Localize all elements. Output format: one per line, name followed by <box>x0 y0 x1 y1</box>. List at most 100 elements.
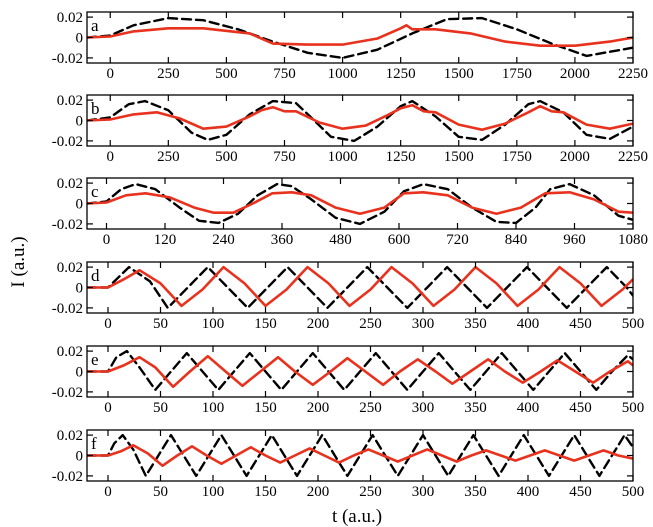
panel-d-x-tick-label: 200 <box>307 316 330 332</box>
panel-d-y-tick-label: 0 <box>76 281 84 297</box>
panel-c-x-tick-label: 0 <box>103 232 111 248</box>
panel-e-series-solid-line <box>87 354 633 389</box>
panel-d-x-tick-label: 50 <box>153 316 168 332</box>
panel-f-x-tick-label: 250 <box>359 484 382 500</box>
panel-e-x-tick-label: 50 <box>153 400 168 416</box>
panel-a-x-tick-label: 750 <box>273 66 296 82</box>
x-axis-label: t (a.u.) <box>332 506 382 527</box>
panel-d-x-tick-label: 100 <box>202 316 225 332</box>
panel-d-frame <box>86 261 634 314</box>
panel-b: 0 250 500 750 1000 1250 1500 1750 2000 2250 0.02 0 -… <box>52 93 648 165</box>
panel-a-series-solid-line <box>87 24 633 47</box>
panel-f-x-tick-label: 400 <box>517 484 540 500</box>
panel-c-x-tick-label: 240 <box>212 232 235 248</box>
panel-c-x-tick-label: 120 <box>154 232 177 248</box>
panel-e-x-tick-label: 200 <box>307 400 330 416</box>
panel-a-frame <box>86 11 634 64</box>
panel-c-x-tick-label: 720 <box>446 232 469 248</box>
panel-d-x-tick-label: 250 <box>359 316 382 332</box>
panel-c-letter: c <box>91 182 99 201</box>
panel-d-x-tick-label: 150 <box>254 316 277 332</box>
panel-f-x-tick-label: 50 <box>153 484 168 500</box>
panel-b-x-tick-label: 1750 <box>502 149 532 165</box>
panel-c: 0 120 240 360 480 600 720 840 960 1080 0.02 0 -0.02 c <box>52 176 648 248</box>
panel-e-letter: e <box>91 350 99 369</box>
panel-c-frame <box>86 177 634 230</box>
panel-a-x-tick-label: 0 <box>106 66 114 82</box>
panel-b-series-solid-line <box>87 103 633 131</box>
panel-c-x-tick-label: 600 <box>388 232 411 248</box>
panel-c-series-solid-line <box>87 191 633 215</box>
panel-b-x-tick-label: 1250 <box>386 149 416 165</box>
panel-b-series-dashed-line <box>87 99 633 143</box>
panel-a-x-tick-label: 1500 <box>444 66 474 82</box>
panel-d-y-tick-label: 0.02 <box>57 260 83 276</box>
panel-e-x-tick-label: 100 <box>202 400 225 416</box>
panel-f-x-tick-label: 300 <box>412 484 435 500</box>
panel-a-x-tick-label: 500 <box>215 66 238 82</box>
panel-b-x-tick-label: 1000 <box>328 149 358 165</box>
panel-f-x-tick-label: 0 <box>104 484 112 500</box>
panel-d-x-tick-label: 350 <box>464 316 487 332</box>
panel-e-x-tick-label: 400 <box>517 400 540 416</box>
panel-f-series-dashed-line <box>87 433 633 478</box>
panel-b-x-tick-label: 500 <box>215 149 238 165</box>
panel-d-y-tick-label: -0.02 <box>52 301 83 317</box>
panel-d-x-tick-label: 450 <box>569 316 592 332</box>
panel-b-x-tick-label: 2000 <box>560 149 590 165</box>
panel-b-y-tick-label: -0.02 <box>52 134 83 150</box>
panel-f-letter: f <box>91 434 97 453</box>
panel-f-y-tick-label: 0 <box>76 449 84 465</box>
panel-e-x-tick-label: 0 <box>104 400 112 416</box>
panel-e-y-tick-label: 0.02 <box>57 344 83 360</box>
panel-e-series-dashed-line <box>87 349 633 392</box>
panel-e-y-tick-label: 0 <box>76 365 84 381</box>
panel-b-y-tick-label: 0 <box>76 114 84 130</box>
panel-c-x-tick-label: 960 <box>563 232 586 248</box>
panel-e-x-tick-label: 300 <box>412 400 435 416</box>
panel-e-x-tick-label: 350 <box>464 400 487 416</box>
panel-b-x-tick-label: 250 <box>157 149 180 165</box>
panel-e-y-tick-label: -0.02 <box>52 385 83 401</box>
panel-f-y-tick-label: 0.02 <box>57 428 83 444</box>
panel-e: 0 50 100 150 200 250 300 350 400 450 500 0.02 0 -0.02… <box>52 344 645 416</box>
panel-b-x-tick-label: 750 <box>273 149 296 165</box>
panel-f-x-tick-label: 350 <box>464 484 487 500</box>
panel-c-y-tick-label: 0.02 <box>57 176 83 192</box>
panel-f-y-tick-label: -0.02 <box>52 469 83 485</box>
panel-b-x-tick-label: 2250 <box>618 149 648 165</box>
panel-f: 0 50 100 150 200 250 300 350 400 450 500 0.02 0 -0.02… <box>52 428 645 500</box>
panel-f-x-tick-label: 200 <box>307 484 330 500</box>
panel-d-letter: d <box>91 266 100 285</box>
panel-d-x-tick-label: 0 <box>104 316 112 332</box>
panel-c-x-tick-label: 480 <box>329 232 352 248</box>
panel-b-x-tick-label: 1500 <box>444 149 474 165</box>
panels: 0 250 500 750 1000 1250 1500 1750 2000 22500.020-… <box>52 10 648 500</box>
panel-f-series-solid-line <box>87 444 633 467</box>
panel-e-x-tick-label: 500 <box>622 400 645 416</box>
panel-a-y-tick-label: 0 <box>76 31 84 47</box>
panel-a-x-tick-label: 1250 <box>386 66 416 82</box>
panel-a-y-tick-label: 0.02 <box>57 10 83 26</box>
panel-a-y-tick-label: -0.02 <box>52 51 83 67</box>
panel-a-letter: a <box>91 16 99 35</box>
panel-d-x-tick-label: 400 <box>517 316 540 332</box>
panel-a-x-tick-label: 1750 <box>502 66 532 82</box>
panel-c-x-tick-label: 360 <box>271 232 294 248</box>
panel-b-x-tick-label: 0 <box>106 149 114 165</box>
panel-a: 0 250 500 750 1000 1250 1500 1750 2000 2250 0.02 0 -… <box>52 10 648 82</box>
y-axis-label: I (a.u.) <box>8 236 29 287</box>
panel-a-x-tick-label: 2000 <box>560 66 590 82</box>
panel-b-y-tick-label: 0.02 <box>57 93 83 109</box>
panel-e-x-tick-label: 250 <box>359 400 382 416</box>
panel-a-series-dashed-line <box>87 16 633 60</box>
panel-b-letter: b <box>91 99 100 118</box>
panel-d-series-dashed-line <box>87 265 633 310</box>
panel-d-x-tick-label: 500 <box>622 316 645 332</box>
panel-f-x-tick-label: 450 <box>569 484 592 500</box>
panel-a-x-tick-label: 2250 <box>618 66 648 82</box>
panel-d-x-tick-label: 300 <box>412 316 435 332</box>
panel-c-x-tick-label: 1080 <box>618 232 648 248</box>
panel-a-x-tick-label: 250 <box>157 66 180 82</box>
